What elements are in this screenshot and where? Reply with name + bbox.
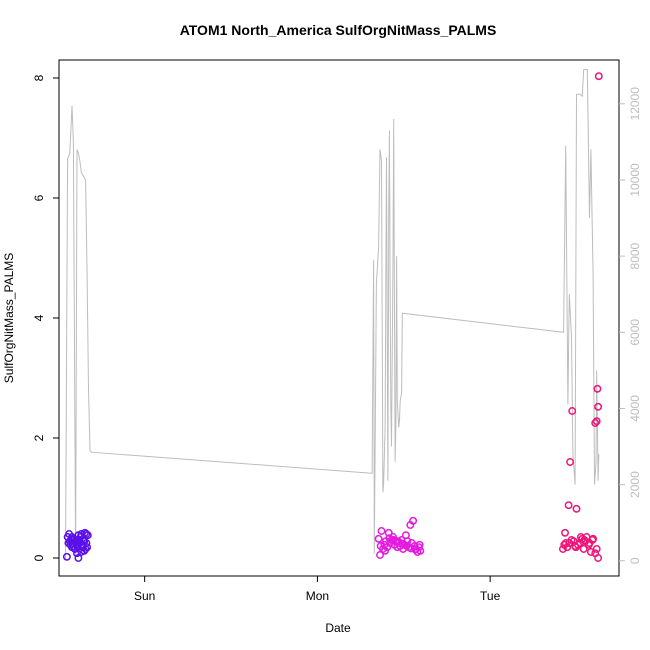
- y-tick-label: 4: [32, 314, 46, 321]
- data-point: [591, 419, 600, 427]
- data-point: [74, 554, 83, 562]
- data-point: [593, 384, 602, 393]
- y2-tick-label: 10000: [628, 163, 642, 197]
- plot-frame: [58, 59, 620, 577]
- data-point: [581, 537, 590, 546]
- data-point: [82, 530, 91, 538]
- x-axis: Sun Mon Tue: [134, 576, 501, 603]
- data-point: [411, 545, 420, 554]
- data-point: [376, 542, 385, 550]
- y-tick-label: 0: [32, 554, 46, 561]
- data-point: [68, 533, 76, 541]
- data-point: [377, 527, 386, 535]
- data-point: [592, 417, 601, 426]
- data-point: [381, 546, 390, 555]
- data-point: [579, 545, 588, 553]
- data-point: [384, 528, 393, 537]
- data-point: [560, 540, 569, 549]
- data-point: [374, 534, 383, 543]
- data-point: [592, 545, 601, 553]
- data-point: [586, 548, 595, 556]
- y2-tick-label: 12000: [628, 87, 642, 121]
- data-point: [571, 542, 580, 550]
- data-point: [389, 536, 398, 544]
- data-point: [77, 548, 86, 556]
- x-tick-label: Mon: [306, 589, 329, 603]
- data-point: [73, 537, 81, 546]
- y2-tick-label: 8000: [628, 242, 642, 269]
- secondary-y-axis: 0 2000 4000 6000 8000 10000 12000: [619, 87, 642, 564]
- y-axis-label: SulfOrgNitMass_PALMS: [2, 253, 16, 383]
- data-point: [376, 551, 384, 559]
- data-point: [594, 402, 603, 411]
- y-axis: 0 2 4 6 8: [32, 74, 59, 561]
- data-point: [594, 554, 603, 562]
- data-point: [407, 544, 415, 553]
- y2-tick-label: 2000: [628, 471, 642, 498]
- data-point: [566, 458, 575, 466]
- y2-tick-label: 0: [628, 557, 642, 564]
- altitude-line: [65, 69, 600, 561]
- data-point: [576, 533, 585, 541]
- data-point: [409, 516, 418, 525]
- chart-title: ATOM1 North_America SulfOrgNitMass_PALMS: [180, 22, 497, 38]
- data-point: [415, 540, 424, 549]
- y-tick-label: 8: [32, 74, 46, 81]
- y-tick-label: 2: [32, 434, 46, 441]
- y-tick-label: 6: [32, 194, 46, 201]
- x-axis-label: Date: [325, 621, 351, 635]
- data-point: [594, 72, 603, 81]
- x-tick-label: Sun: [134, 589, 155, 603]
- data-point: [561, 539, 570, 547]
- x-tick-label: Tue: [480, 589, 501, 603]
- data-point: [572, 504, 581, 513]
- data-point: [588, 536, 597, 544]
- data-point: [83, 531, 92, 540]
- data-point: [385, 534, 394, 543]
- data-point: [564, 501, 573, 510]
- data-point: [558, 545, 567, 553]
- y2-tick-label: 4000: [628, 395, 642, 422]
- y2-tick-label: 6000: [628, 319, 642, 346]
- secondary-line-layer: [65, 69, 600, 561]
- data-point: [73, 549, 81, 558]
- data-point: [78, 540, 87, 549]
- data-point: [568, 407, 577, 415]
- points-layer: [62, 72, 603, 562]
- data-point: [561, 528, 569, 537]
- data-point: [62, 552, 71, 561]
